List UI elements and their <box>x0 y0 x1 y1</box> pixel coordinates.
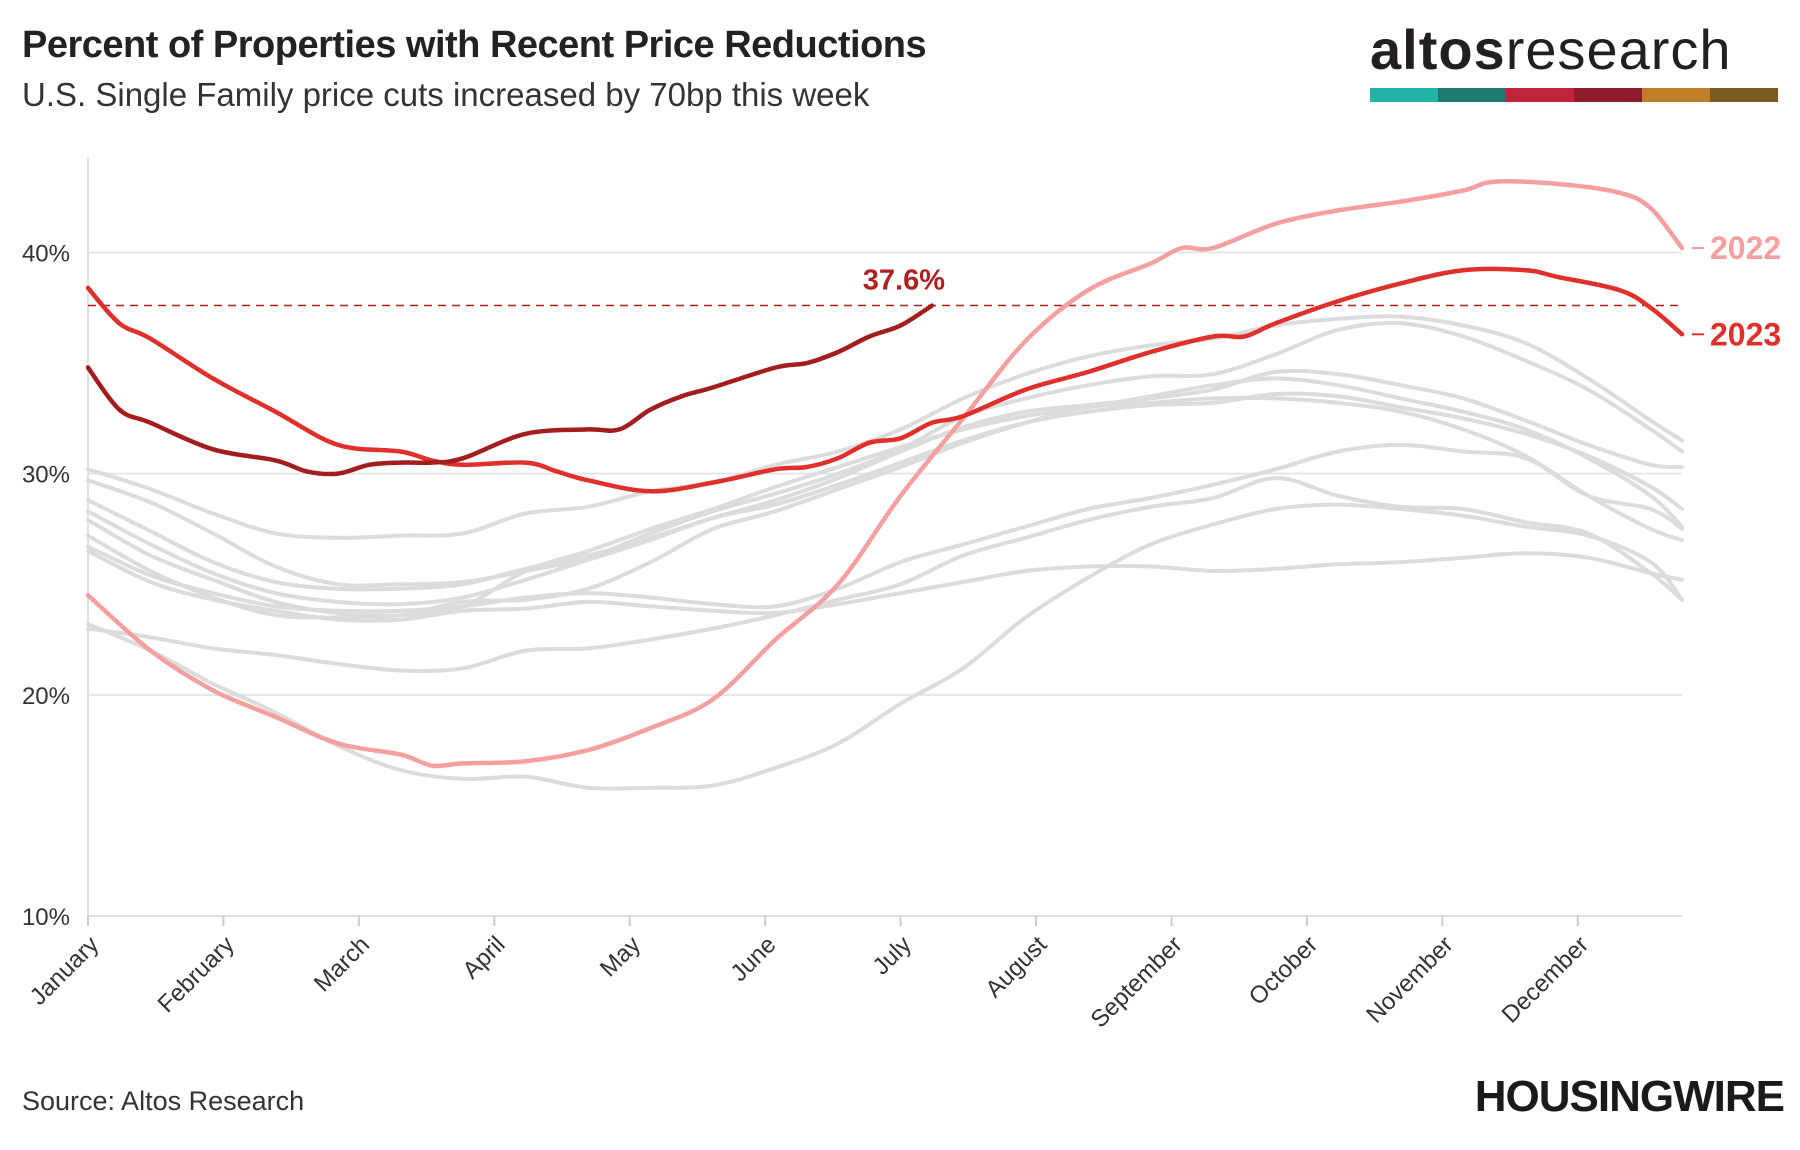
series-end-label: 2022 <box>1710 230 1781 266</box>
housingwire-logo: HOUSINGWIRE <box>1474 1072 1785 1121</box>
source-note: Source: Altos Research <box>22 1086 305 1116</box>
logo-color-bar <box>1370 88 1778 102</box>
x-tick-label: August <box>980 931 1052 1003</box>
series-line-historical <box>86 549 1684 623</box>
x-tick-label: June <box>726 931 782 987</box>
series-line-2022 <box>85 179 1685 769</box>
series-line-historical <box>86 442 1684 614</box>
altos-research-logo: altosresearch <box>1370 18 1780 104</box>
x-tick-label: December <box>1497 931 1594 1028</box>
x-tick-label: October <box>1244 931 1323 1010</box>
x-tick-label: February <box>153 931 240 1018</box>
series-line-historical <box>86 320 1684 588</box>
chart-title: Percent of Properties with Recent Price … <box>22 24 927 66</box>
series-line-historical <box>86 376 1684 618</box>
x-tick-label: November <box>1361 931 1458 1028</box>
x-tick-label: September <box>1086 931 1188 1033</box>
reference-label: 37.6% <box>863 265 945 297</box>
series-end-label: 2023 <box>1710 316 1781 352</box>
logo-wordmark: altosresearch <box>1370 18 1780 82</box>
y-tick-label: 10% <box>22 904 70 931</box>
chart-subtitle: U.S. Single Family price cuts increased … <box>22 76 870 113</box>
x-tick-label: January <box>25 931 104 1010</box>
logo-text-bold: altos <box>1370 18 1506 81</box>
series-line-historical <box>86 391 1684 607</box>
series-line-2024 <box>85 303 935 477</box>
y-tick-label: 30% <box>22 462 70 489</box>
logo-bar-segment <box>1574 88 1642 102</box>
logo-text-light: research <box>1505 18 1732 81</box>
x-tick-label: March <box>309 931 375 997</box>
series-line-2023 <box>85 266 1685 494</box>
logo-bar-segment <box>1506 88 1574 102</box>
series-line-historical <box>86 314 1684 540</box>
series-line-historical <box>86 476 1684 673</box>
x-tick-label: April <box>458 931 511 984</box>
logo-bar-segment <box>1438 88 1506 102</box>
series-line-historical <box>86 502 1684 791</box>
x-tick-label: May <box>595 931 646 982</box>
series-line-historical <box>86 395 1684 620</box>
logo-bar-segment <box>1370 88 1438 102</box>
x-tick-label: July <box>868 931 917 980</box>
logo-bar-segment <box>1642 88 1710 102</box>
series-line-historical <box>86 368 1684 592</box>
y-tick-label: 40% <box>22 240 70 267</box>
line-chart: 10% 20% 30% 40% January February March April May… <box>22 158 1781 1033</box>
logo-bar-segment <box>1710 88 1778 102</box>
y-tick-label: 20% <box>22 683 70 710</box>
